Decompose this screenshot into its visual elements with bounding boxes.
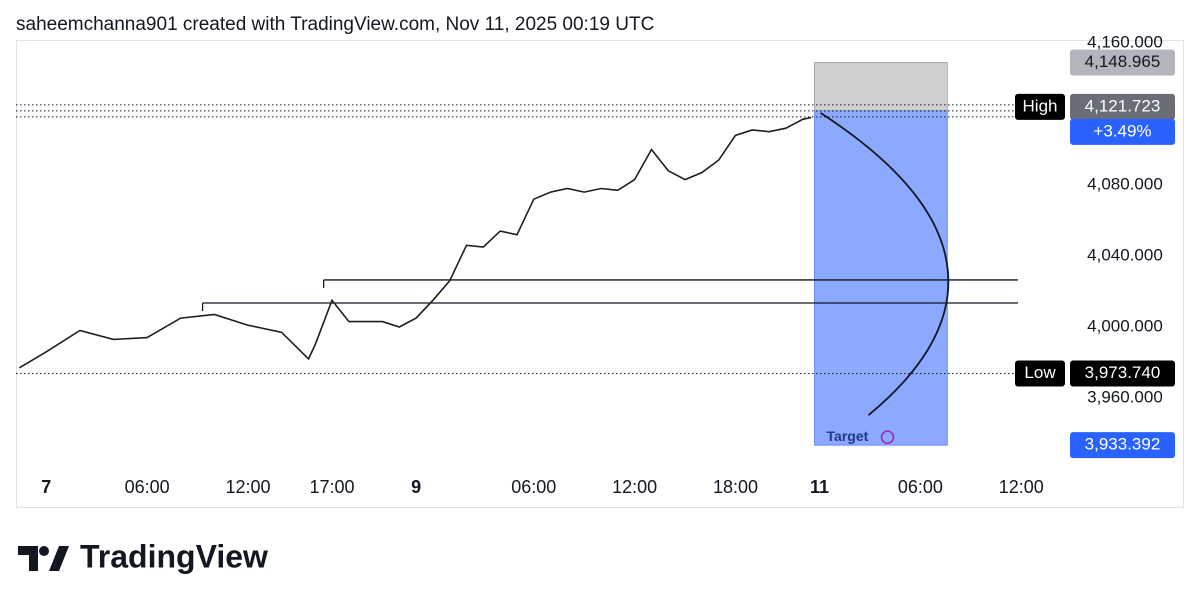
- change-label: +3.49%: [1093, 121, 1151, 140]
- x-tick-label: 06:00: [898, 477, 943, 497]
- target-label: Target: [827, 428, 869, 444]
- high-label: 4,121.723: [1085, 96, 1161, 115]
- x-tick-label: 17:00: [310, 477, 355, 497]
- x-tick-label: 18:00: [713, 477, 758, 497]
- price-line: [18, 116, 812, 369]
- x-tick-label: 06:00: [511, 477, 556, 497]
- target-price-label-bg: [1070, 432, 1175, 459]
- low-tag-bg: [1015, 360, 1065, 387]
- y-tick-label: 4,040.000: [1087, 245, 1163, 264]
- stop-label-bg: [1070, 49, 1175, 76]
- high-tag-bg: [1015, 93, 1065, 120]
- y-tick-label: 4,080.000: [1087, 174, 1163, 193]
- x-tick-label: 06:00: [125, 477, 170, 497]
- low-label-bg: [1070, 360, 1175, 387]
- target-zone: [814, 110, 948, 446]
- y-tick-label: 4,000.000: [1087, 316, 1163, 335]
- target-price-label: 3,933.392: [1085, 435, 1161, 454]
- low-label: 3,973.740: [1085, 363, 1161, 382]
- projection-curve: [820, 112, 950, 416]
- low-tag: Low: [1024, 363, 1056, 382]
- frame: [16, 40, 1184, 508]
- x-tick-label: 12:00: [999, 477, 1044, 497]
- high-tag: High: [1023, 96, 1058, 115]
- high-label-bg: [1070, 93, 1175, 120]
- stop-label: 4,148.965: [1085, 52, 1161, 71]
- x-tick-label: 11: [810, 477, 829, 497]
- x-tick-label: 12:00: [612, 477, 657, 497]
- brand: TradingView: [80, 538, 268, 574]
- stop-zone: [814, 62, 948, 112]
- x-tick-label: 12:00: [225, 477, 270, 497]
- x-tick-label: 7: [41, 477, 51, 497]
- y-tick-label: 4,160.000: [1087, 32, 1163, 51]
- change-label-bg: [1070, 118, 1175, 145]
- y-tick-label: 3,960.000: [1087, 387, 1163, 406]
- target-icon: [880, 430, 895, 444]
- header: saheemchanna901 created with TradingView…: [16, 14, 654, 35]
- x-tick-label: 9: [411, 477, 421, 497]
- logo: [18, 546, 69, 571]
